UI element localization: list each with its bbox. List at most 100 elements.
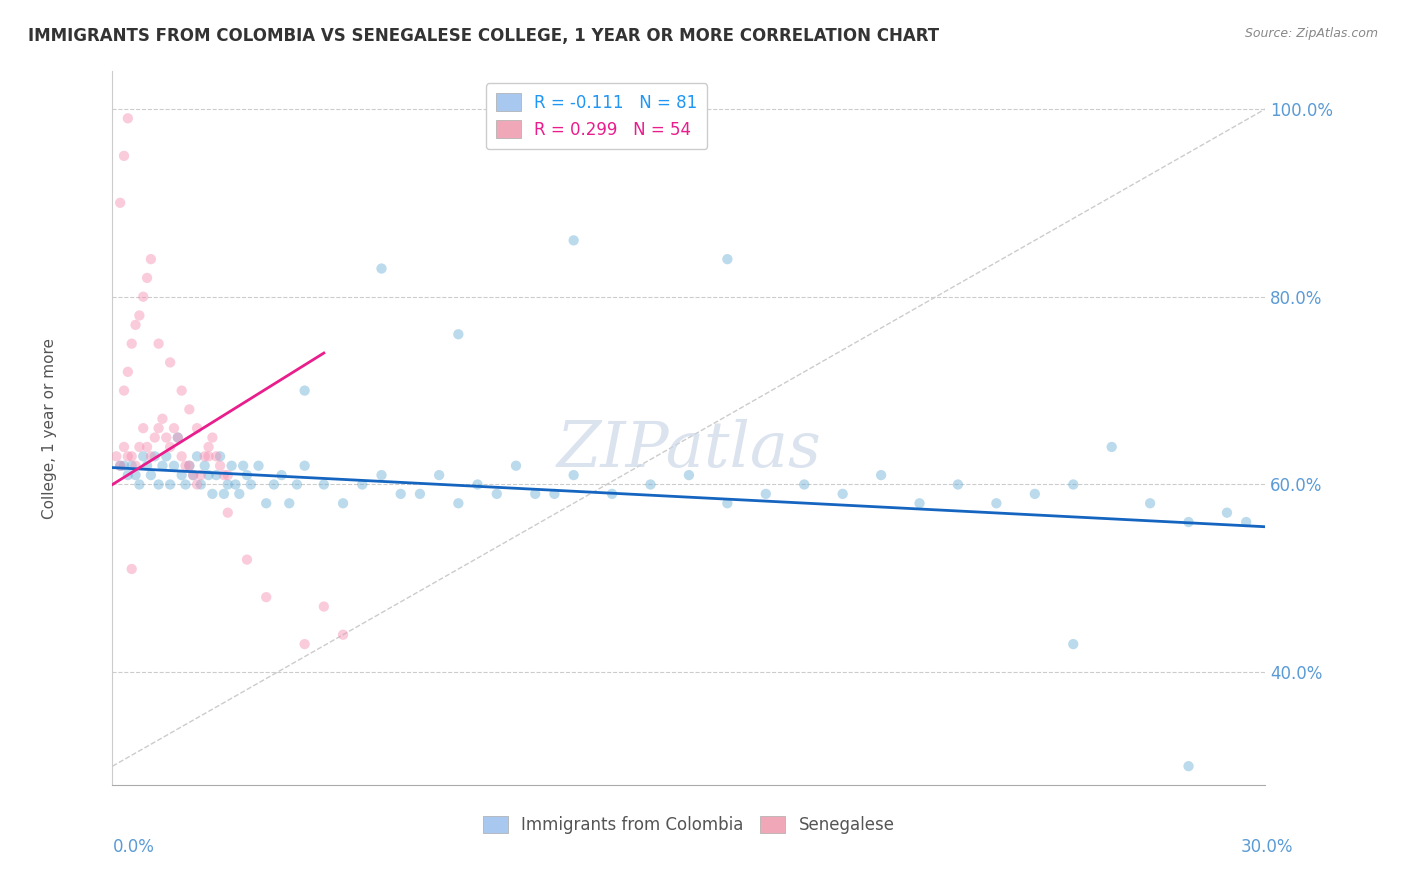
Point (1062, 637, 1084, 651)
Point (117, 450, 139, 464)
Point (139, 468, 162, 483)
Point (194, 458, 217, 473)
Point (209, 450, 232, 464)
Point (946, 477, 969, 491)
Point (505, 458, 527, 473)
Point (201, 431, 224, 445)
Point (370, 261, 392, 276)
Point (179, 458, 201, 473)
Point (124, 468, 146, 483)
Point (524, 487, 547, 501)
Point (263, 477, 285, 491)
Point (224, 477, 246, 491)
Point (870, 468, 893, 483)
Point (793, 477, 815, 491)
Point (409, 487, 432, 501)
Text: Source: ZipAtlas.com: Source: ZipAtlas.com (1244, 27, 1378, 40)
Point (166, 431, 188, 445)
Point (1234, 515, 1257, 529)
Point (132, 450, 155, 464)
Point (236, 468, 259, 483)
Point (562, 468, 585, 483)
Text: College, 1 year or more: College, 1 year or more (42, 338, 56, 518)
Point (117, 365, 139, 379)
Point (143, 450, 166, 464)
Point (148, 421, 170, 435)
Point (112, 384, 135, 398)
Point (152, 411, 174, 425)
Point (1062, 477, 1084, 491)
Point (217, 468, 239, 483)
Point (179, 458, 201, 473)
Point (174, 458, 197, 473)
Point (239, 477, 262, 491)
Point (190, 468, 212, 483)
Point (209, 458, 232, 473)
Point (543, 487, 565, 501)
Point (228, 487, 250, 501)
Point (332, 496, 354, 510)
Point (190, 477, 212, 491)
Point (117, 468, 139, 483)
Point (121, 450, 143, 464)
Point (132, 421, 155, 435)
Point (562, 233, 585, 247)
Point (148, 477, 170, 491)
Point (117, 112, 139, 126)
Point (389, 487, 412, 501)
Point (352, 477, 374, 491)
Point (124, 458, 146, 473)
Point (1216, 506, 1239, 520)
Point (212, 468, 235, 483)
Point (170, 450, 193, 464)
Point (136, 271, 159, 285)
Point (755, 487, 778, 501)
Point (163, 458, 186, 473)
Point (285, 477, 308, 491)
Point (205, 468, 228, 483)
Point (128, 440, 150, 454)
Point (678, 468, 700, 483)
Point (159, 477, 181, 491)
Point (132, 290, 155, 304)
Point (108, 195, 131, 210)
Point (294, 384, 316, 398)
Point (232, 458, 254, 473)
Point (128, 309, 150, 323)
Point (427, 468, 450, 483)
Point (163, 421, 186, 435)
Point (201, 487, 224, 501)
Point (112, 440, 135, 454)
Point (254, 496, 277, 510)
Point (148, 336, 170, 351)
Point (1177, 515, 1199, 529)
Point (108, 458, 131, 473)
Point (197, 440, 219, 454)
Point (170, 384, 193, 398)
Point (236, 552, 259, 566)
Point (370, 468, 392, 483)
Text: 30.0%: 30.0% (1241, 838, 1294, 856)
Point (270, 468, 292, 483)
Point (332, 628, 354, 642)
Point (278, 496, 301, 510)
Text: 0.0%: 0.0% (112, 838, 155, 856)
Point (139, 252, 162, 267)
Point (181, 468, 204, 483)
Point (467, 477, 489, 491)
Point (1177, 759, 1199, 773)
Point (447, 496, 470, 510)
Point (197, 468, 219, 483)
Point (139, 450, 162, 464)
Point (1101, 440, 1123, 454)
Legend: Immigrants from Colombia, Senegalese: Immigrants from Colombia, Senegalese (477, 809, 901, 841)
Point (716, 496, 738, 510)
Point (186, 421, 208, 435)
Point (254, 590, 277, 604)
Point (170, 468, 193, 483)
Point (908, 496, 931, 510)
Point (121, 336, 143, 351)
Point (181, 468, 204, 483)
Point (1024, 487, 1046, 501)
Point (212, 487, 235, 501)
